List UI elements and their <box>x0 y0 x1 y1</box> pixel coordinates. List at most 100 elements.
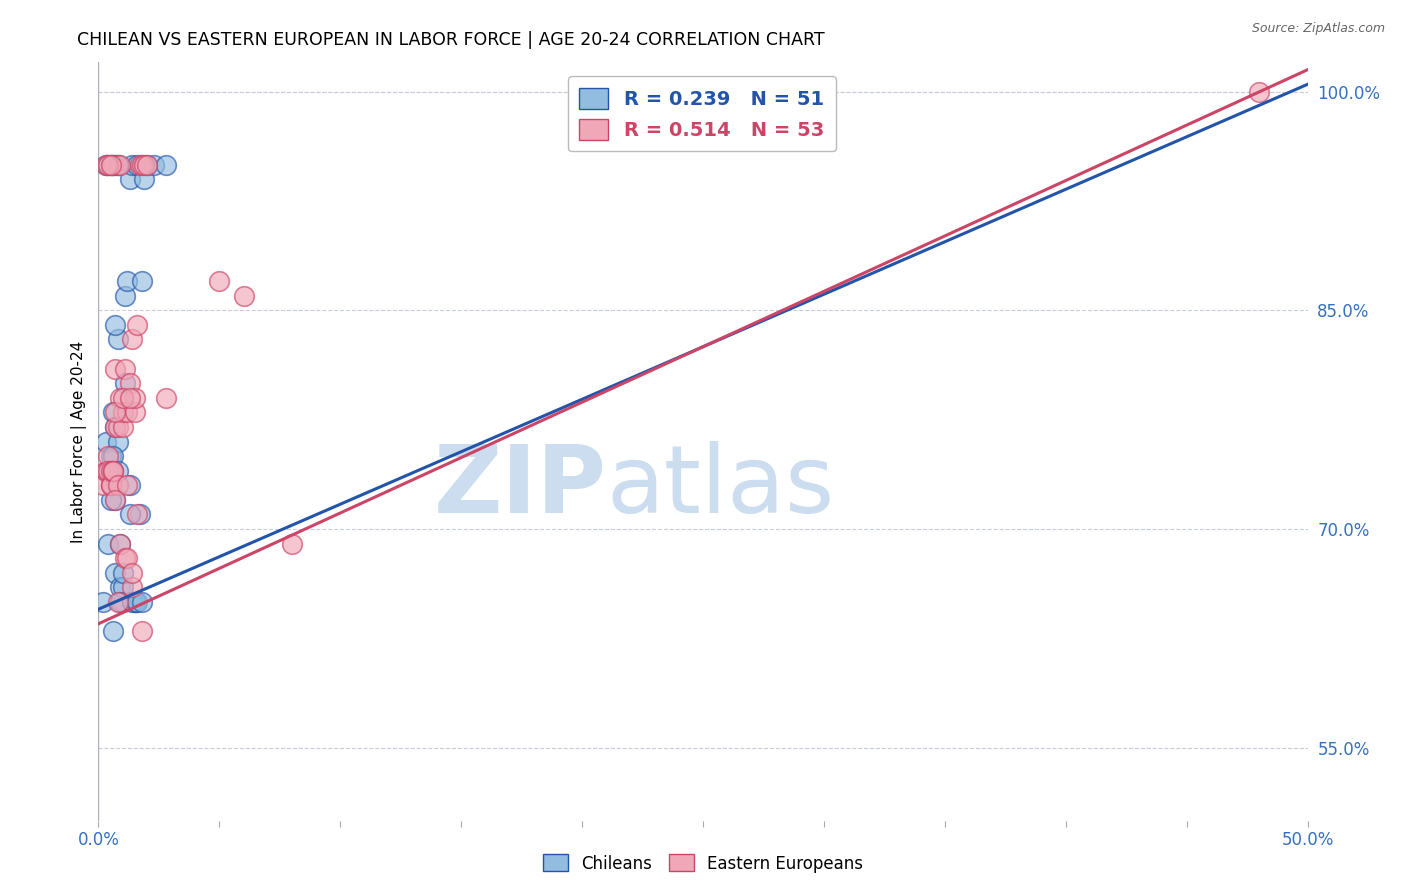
Point <box>100 464 122 478</box>
Point <box>94 464 117 478</box>
Point <box>100 449 122 463</box>
Legend: Chileans, Eastern Europeans: Chileans, Eastern Europeans <box>536 847 870 880</box>
Point <box>124 391 146 405</box>
Point <box>114 551 136 566</box>
Point <box>107 464 129 478</box>
Point <box>118 478 141 492</box>
Point <box>101 464 124 478</box>
Point <box>155 391 177 405</box>
Point <box>104 492 127 507</box>
Point <box>232 289 254 303</box>
Point <box>135 157 157 171</box>
Point <box>121 580 143 594</box>
Point <box>97 536 120 550</box>
Point <box>107 478 129 492</box>
Text: Source: ZipAtlas.com: Source: ZipAtlas.com <box>1251 22 1385 36</box>
Point <box>101 449 124 463</box>
Point <box>134 157 156 171</box>
Point <box>131 624 153 639</box>
Text: ZIP: ZIP <box>433 441 606 533</box>
Point <box>100 492 122 507</box>
Point <box>118 376 141 391</box>
Point <box>104 361 127 376</box>
Point <box>91 478 114 492</box>
Point <box>101 624 124 639</box>
Point <box>100 478 122 492</box>
Point <box>124 595 146 609</box>
Point <box>118 172 141 186</box>
Point <box>117 478 139 492</box>
Point <box>131 274 153 288</box>
Point <box>114 361 136 376</box>
Point <box>108 580 131 594</box>
Y-axis label: In Labor Force | Age 20-24: In Labor Force | Age 20-24 <box>72 341 87 542</box>
Point <box>143 157 166 171</box>
Point <box>100 157 122 171</box>
Point <box>117 405 139 419</box>
Point <box>111 405 134 419</box>
Point <box>124 595 146 609</box>
Text: CHILEAN VS EASTERN EUROPEAN IN LABOR FORCE | AGE 20-24 CORRELATION CHART: CHILEAN VS EASTERN EUROPEAN IN LABOR FOR… <box>77 31 825 49</box>
Point <box>94 157 117 171</box>
Point <box>155 157 177 171</box>
Point <box>124 405 146 419</box>
Point <box>127 157 149 171</box>
Point <box>121 333 143 347</box>
Point <box>111 566 134 580</box>
Point <box>111 420 134 434</box>
Point <box>97 449 120 463</box>
Point <box>134 172 156 186</box>
Point <box>107 420 129 434</box>
Point <box>121 157 143 171</box>
Point <box>108 536 131 550</box>
Point <box>97 464 120 478</box>
Point <box>104 157 127 171</box>
Point <box>104 566 127 580</box>
Point <box>97 157 120 171</box>
Point <box>97 157 120 171</box>
Point <box>91 595 114 609</box>
Point <box>127 508 149 522</box>
Point <box>104 492 127 507</box>
Point <box>107 157 129 171</box>
Point <box>114 289 136 303</box>
Point <box>108 536 131 550</box>
Point <box>107 595 129 609</box>
Point <box>208 274 231 288</box>
Point <box>121 595 143 609</box>
Point <box>104 318 127 332</box>
Point <box>111 580 134 594</box>
Point <box>107 333 129 347</box>
Point <box>111 391 134 405</box>
Point <box>94 157 117 171</box>
Point <box>100 478 122 492</box>
Point <box>97 464 120 478</box>
Point <box>104 405 127 419</box>
Point <box>104 420 127 434</box>
Point <box>101 405 124 419</box>
Point <box>127 595 149 609</box>
Legend: R = 0.239   N = 51, R = 0.514   N = 53: R = 0.239 N = 51, R = 0.514 N = 53 <box>568 76 837 152</box>
Point <box>1249 85 1271 99</box>
Point <box>108 595 131 609</box>
Point <box>100 157 122 171</box>
Point <box>108 391 131 405</box>
Point <box>128 157 150 171</box>
Point <box>111 595 134 609</box>
Point <box>94 434 117 449</box>
Point <box>101 157 124 171</box>
Point <box>131 157 153 171</box>
Point <box>108 157 131 171</box>
Point <box>128 508 150 522</box>
Point <box>117 551 139 566</box>
Point <box>107 434 129 449</box>
Point <box>101 464 124 478</box>
Point <box>100 157 122 171</box>
Point <box>100 478 122 492</box>
Point <box>107 157 129 171</box>
Point <box>135 157 157 171</box>
Point <box>118 391 141 405</box>
Point <box>101 157 124 171</box>
Point <box>101 464 124 478</box>
Point <box>117 274 139 288</box>
